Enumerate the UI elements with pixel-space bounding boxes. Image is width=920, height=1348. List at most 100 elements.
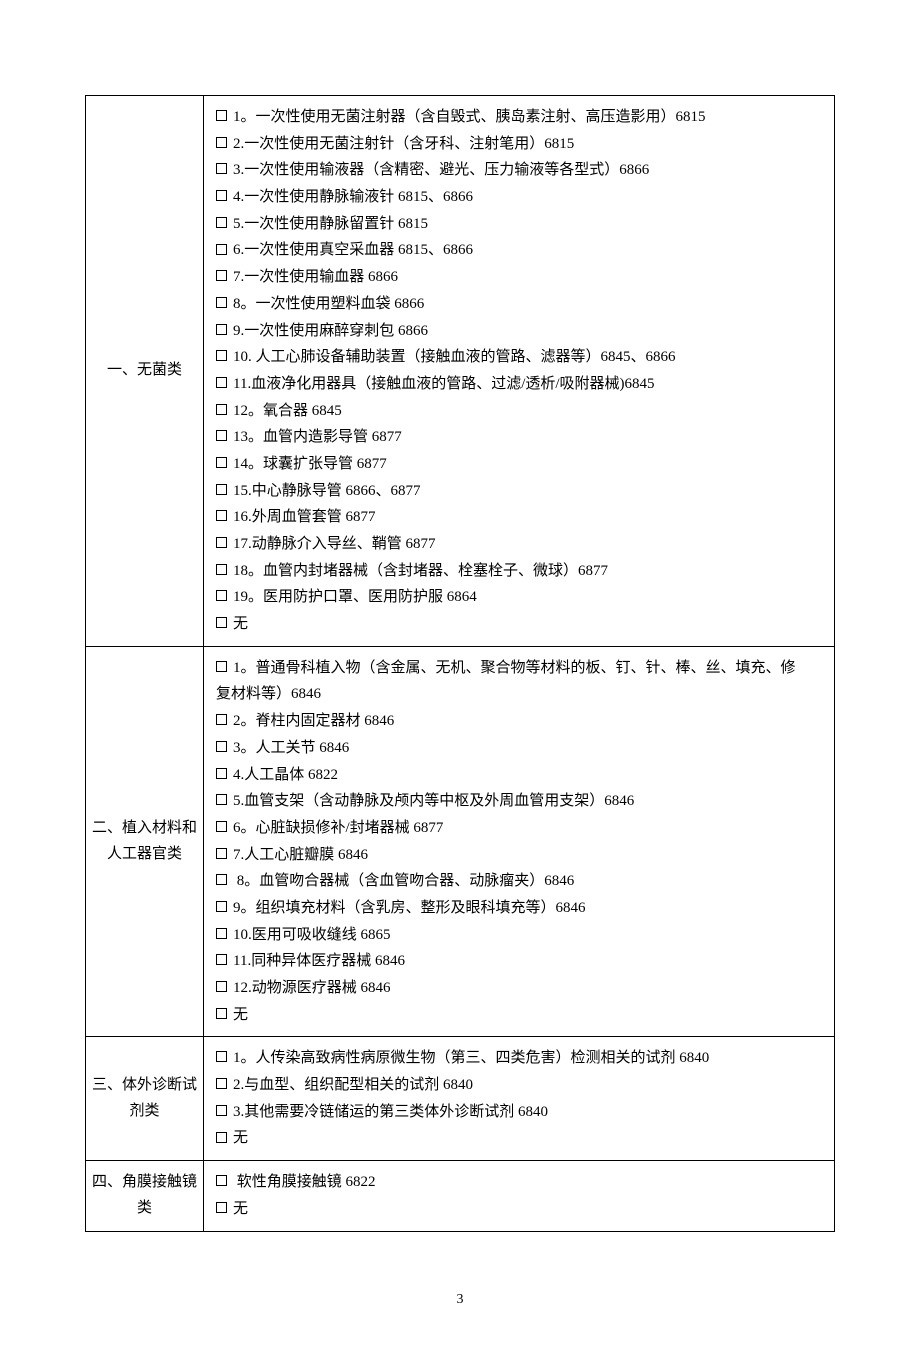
list-item: 2.与血型、组织配型相关的试剂 6840 [216,1072,822,1099]
checkbox-icon[interactable] [216,324,227,335]
item-text: 3。人工关节 6846 [233,740,349,756]
list-item: 9。组织填充材料（含乳房、整形及眼科填充等）6846 [216,895,822,922]
checkbox-icon[interactable] [216,270,227,281]
item-text: 6。心脏缺损修补/封堵器械 6877 [233,820,443,836]
checkbox-icon[interactable] [216,297,227,308]
checkbox-icon[interactable] [216,661,227,672]
item-text: 15.中心静脉导管 6866、6877 [233,483,421,499]
list-item: 无 [216,611,822,638]
list-item: 18。血管内封堵器械（含封堵器、栓塞栓子、微球）6877 [216,558,822,585]
checkbox-icon[interactable] [216,110,227,121]
list-item: 9.一次性使用麻醉穿刺包 6866 [216,318,822,345]
checkbox-icon[interactable] [216,1051,227,1062]
list-item: 无 [216,1196,822,1223]
item-text: 5.一次性使用静脉留置针 6815 [233,216,428,232]
list-item: 1。人传染高致病性病原微生物（第三、四类危害）检测相关的试剂 6840 [216,1045,822,1072]
list-item: 3.其他需要冷链储运的第三类体外诊断试剂 6840 [216,1099,822,1126]
items-cell: 软性角膜接触镜 6822无 [204,1161,835,1231]
category-label: 二、植入材料和人工器官类 [86,646,204,1037]
checkbox-icon[interactable] [216,928,227,939]
checkbox-icon[interactable] [216,190,227,201]
item-text: 2。脊柱内固定器材 6846 [233,713,394,729]
list-item: 3。人工关节 6846 [216,735,822,762]
checkbox-icon[interactable] [216,244,227,255]
checkbox-icon[interactable] [216,457,227,468]
list-item: 5.一次性使用静脉留置针 6815 [216,211,822,238]
item-text: 7.人工心脏瓣膜 6846 [233,847,368,863]
checkbox-icon[interactable] [216,954,227,965]
table-row: 四、角膜接触镜类 软性角膜接触镜 6822无 [86,1161,835,1231]
list-item: 4.人工晶体 6822 [216,762,822,789]
checkbox-icon[interactable] [216,768,227,779]
list-item: 16.外周血管套管 6877 [216,504,822,531]
item-text: 11.血液净化用器具（接触血液的管路、过滤/透析/吸附器械)6845 [233,376,655,392]
page-number: 3 [85,1292,835,1308]
checkbox-icon[interactable] [216,163,227,174]
item-text: 8。一次性使用塑料血袋 6866 [233,296,424,312]
list-item: 19。医用防护口罩、医用防护服 6864 [216,584,822,611]
checkbox-icon[interactable] [216,714,227,725]
item-text: 3.一次性使用输液器（含精密、避光、压力输液等各型式）6866 [233,162,649,178]
list-item: 2。脊柱内固定器材 6846 [216,708,822,735]
list-item: 12.动物源医疗器械 6846 [216,975,822,1002]
item-text: 16.外周血管套管 6877 [233,509,376,525]
checkbox-icon[interactable] [216,848,227,859]
categories-table: 一、无菌类 1。一次性使用无菌注射器（含自毁式、胰岛素注射、高压造影用）68152… [85,95,835,1232]
checkbox-icon[interactable] [216,1132,227,1143]
items-cell: 1。普通骨科植入物（含金属、无机、聚合物等材料的板、钉、针、棒、丝、填充、修复材… [204,646,835,1037]
checkbox-icon[interactable] [216,1202,227,1213]
item-text: 1。人传染高致病性病原微生物（第三、四类危害）检测相关的试剂 6840 [233,1050,709,1066]
checkbox-icon[interactable] [216,484,227,495]
checkbox-icon[interactable] [216,1175,227,1186]
category-text: 一、无菌类 [107,362,182,378]
category-text: 四、角膜接触镜类 [92,1174,197,1216]
list-item: 1。普通骨科植入物（含金属、无机、聚合物等材料的板、钉、针、棒、丝、填充、修 [216,655,822,682]
item-text: 12。氧合器 6845 [233,403,342,419]
checkbox-icon[interactable] [216,794,227,805]
checkbox-icon[interactable] [216,537,227,548]
checkbox-icon[interactable] [216,404,227,415]
item-text: 7.一次性使用输血器 6866 [233,269,398,285]
checkbox-icon[interactable] [216,821,227,832]
item-text: 13。血管内造影导管 6877 [233,429,402,445]
checkbox-icon[interactable] [216,874,227,885]
checkbox-icon[interactable] [216,1105,227,1116]
list-item: 15.中心静脉导管 6866、6877 [216,478,822,505]
category-text: 二、植入材料和人工器官类 [92,820,197,862]
checkbox-icon[interactable] [216,617,227,628]
item-text: 2.与血型、组织配型相关的试剂 6840 [233,1077,473,1093]
table-row: 二、植入材料和人工器官类1。普通骨科植入物（含金属、无机、聚合物等材料的板、钉、… [86,646,835,1037]
checkbox-icon[interactable] [216,377,227,388]
item-text: 1。普通骨科植入物（含金属、无机、聚合物等材料的板、钉、针、棒、丝、填充、修 [233,660,796,676]
list-item: 复材料等）6846 [216,681,822,708]
list-item: 2.一次性使用无菌注射针（含牙科、注射笔用）6815 [216,131,822,158]
item-text: 6.一次性使用真空采血器 6815、6866 [233,242,473,258]
checkbox-icon[interactable] [216,1078,227,1089]
list-item: 10.医用可吸收缝线 6865 [216,922,822,949]
checkbox-icon[interactable] [216,350,227,361]
checkbox-icon[interactable] [216,217,227,228]
list-item: 10. 人工心肺设备辅助装置（接触血液的管路、滤器等）6845、6866 [216,344,822,371]
checkbox-icon[interactable] [216,137,227,148]
list-item: 软性角膜接触镜 6822 [216,1169,822,1196]
checkbox-icon[interactable] [216,1008,227,1019]
checkbox-icon[interactable] [216,430,227,441]
list-item: 8。血管吻合器械（含血管吻合器、动脉瘤夹）6846 [216,868,822,895]
table-row: 三、体外诊断试剂类 1。人传染高致病性病原微生物（第三、四类危害）检测相关的试剂 … [86,1037,835,1161]
checkbox-icon[interactable] [216,564,227,575]
checkbox-icon[interactable] [216,741,227,752]
checkbox-icon[interactable] [216,510,227,521]
item-text: 无 [233,1007,248,1023]
list-item: 13。血管内造影导管 6877 [216,424,822,451]
category-label: 一、无菌类 [86,96,204,647]
list-item: 8。一次性使用塑料血袋 6866 [216,291,822,318]
checkbox-icon[interactable] [216,901,227,912]
list-item: 7.一次性使用输血器 6866 [216,264,822,291]
category-text: 三、体外诊断试剂类 [92,1077,197,1119]
items-cell: 1。一次性使用无菌注射器（含自毁式、胰岛素注射、高压造影用）68152.一次性使… [204,96,835,647]
list-item: 4.一次性使用静脉输液针 6815、6866 [216,184,822,211]
checkbox-icon[interactable] [216,981,227,992]
list-item: 11.同种异体医疗器械 6846 [216,948,822,975]
checkbox-icon[interactable] [216,590,227,601]
item-text: 10. 人工心肺设备辅助装置（接触血液的管路、滤器等）6845、6866 [233,349,676,365]
